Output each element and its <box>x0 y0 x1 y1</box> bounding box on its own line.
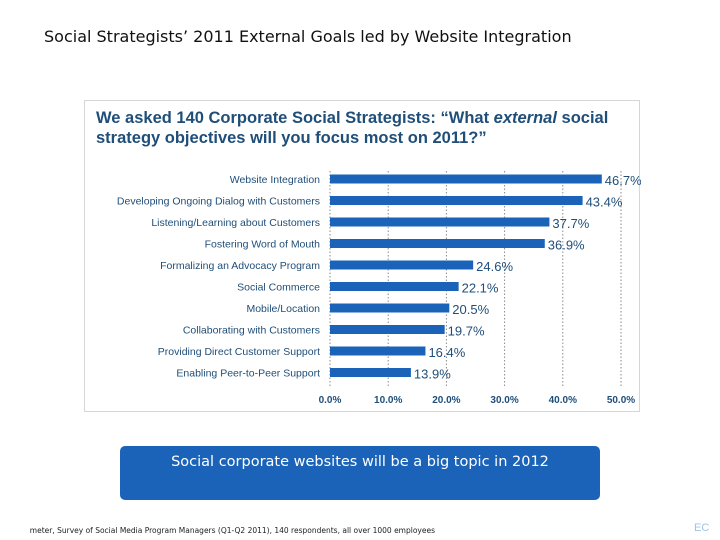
data-label: 24.6% <box>476 259 513 274</box>
category-label: Providing Direct Customer Support <box>158 346 320 358</box>
chart-title-part-1: We asked 140 Corporate Social Strategist… <box>96 109 494 127</box>
corner-mark: EC <box>694 522 710 534</box>
chart-title: We asked 140 Corporate Social Strategist… <box>96 108 626 148</box>
category-label: Collaborating with Customers <box>183 325 320 337</box>
bar <box>330 196 583 205</box>
x-tick-label: 20.0% <box>432 395 460 406</box>
data-label: 46.7% <box>605 173 641 188</box>
bar <box>330 217 550 227</box>
bar <box>330 325 445 334</box>
data-label: 19.7% <box>448 324 485 339</box>
bar <box>330 346 426 356</box>
callout-text: Social corporate websites will be a big … <box>171 454 549 470</box>
x-tick-label: 30.0% <box>490 395 518 406</box>
chart-title-emphasis: external <box>493 109 557 127</box>
category-label: Enabling Peer-to-Peer Support <box>176 368 320 380</box>
category-label: Social Commerce <box>237 282 320 294</box>
category-label: Mobile/Location <box>246 303 320 315</box>
category-label: Formalizing an Advocacy Program <box>160 260 320 272</box>
slide-title: Social Strategists’ 2011 External Goals … <box>44 27 572 46</box>
bar <box>330 174 602 184</box>
data-label: 20.5% <box>452 302 489 317</box>
x-tick-label: 0.0% <box>319 395 342 406</box>
data-label: 43.4% <box>586 195 623 210</box>
data-label: 13.9% <box>414 367 451 382</box>
bar <box>330 282 459 291</box>
bar <box>330 239 545 248</box>
data-label: 37.7% <box>552 216 589 231</box>
bar <box>330 260 474 270</box>
chart-title-part-3: social strategy objectives will you focu… <box>96 109 609 147</box>
bar-chart: 0.0% 10.0% 20.0% 30.0% 40.0% 50.0% Website Int… <box>117 171 641 406</box>
data-label: 22.1% <box>462 281 499 296</box>
bar <box>330 303 450 313</box>
bar <box>330 368 411 377</box>
category-label: Fostering Word of Mouth <box>205 239 321 251</box>
category-label: Developing Ongoing Dialog with Customers <box>117 196 320 208</box>
x-tick-label: 50.0% <box>607 395 635 406</box>
callout-box: Social corporate websites will be a big … <box>120 446 600 500</box>
x-tick-label: 10.0% <box>374 395 402 406</box>
chart-frame: We asked 140 Corporate Social Strategist… <box>84 100 641 412</box>
category-label: Website Integration <box>230 174 320 186</box>
source-note: meter, Survey of Social Media Program Ma… <box>29 526 435 535</box>
category-label: Listening/Learning about Customers <box>151 217 320 229</box>
data-label: 16.4% <box>428 345 465 360</box>
x-tick-label: 40.0% <box>549 395 577 406</box>
data-label: 36.9% <box>548 238 585 253</box>
